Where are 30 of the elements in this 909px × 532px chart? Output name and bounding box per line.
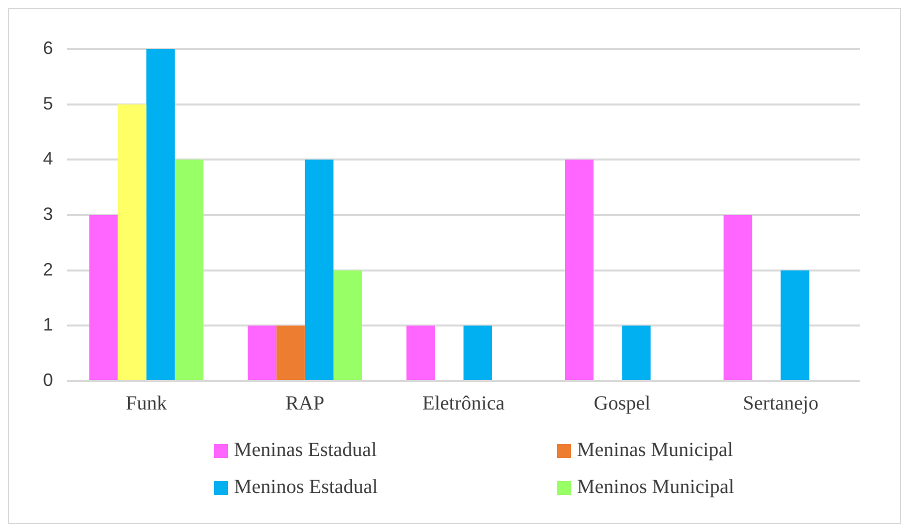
bar xyxy=(780,270,810,380)
y-tick-label: 6 xyxy=(42,38,54,58)
legend-label: Meninas Municipal xyxy=(577,439,734,462)
bar xyxy=(276,326,305,380)
bar xyxy=(89,215,118,380)
bar xyxy=(146,49,175,380)
bar xyxy=(174,160,204,380)
bar xyxy=(724,215,752,380)
y-tick-label: 1 xyxy=(42,314,54,335)
legend-label: Meninos Municipal xyxy=(577,476,734,499)
bar xyxy=(248,326,276,380)
bar xyxy=(464,326,492,380)
y-tick-label: 4 xyxy=(42,148,54,169)
bar xyxy=(622,326,651,380)
y-tick-label: 2 xyxy=(42,259,54,280)
y-tick-label: 5 xyxy=(42,93,54,114)
x-tick-label: Gospel xyxy=(594,392,651,414)
y-tick-label: 3 xyxy=(42,204,54,224)
bar xyxy=(565,160,594,380)
x-tick-label: Funk xyxy=(126,392,167,414)
bar xyxy=(333,270,362,380)
legend-label: Meninos Estadual xyxy=(234,476,378,499)
x-tick-label: Sertanejo xyxy=(742,392,818,414)
x-tick-label: Eletrônica xyxy=(422,392,505,414)
bar xyxy=(304,160,334,380)
x-tick-label: RAP xyxy=(285,392,324,414)
y-tick-label: 0 xyxy=(42,370,54,390)
bar xyxy=(406,326,435,380)
legend-label: Meninas Estadual xyxy=(234,439,377,462)
bar xyxy=(118,104,146,380)
